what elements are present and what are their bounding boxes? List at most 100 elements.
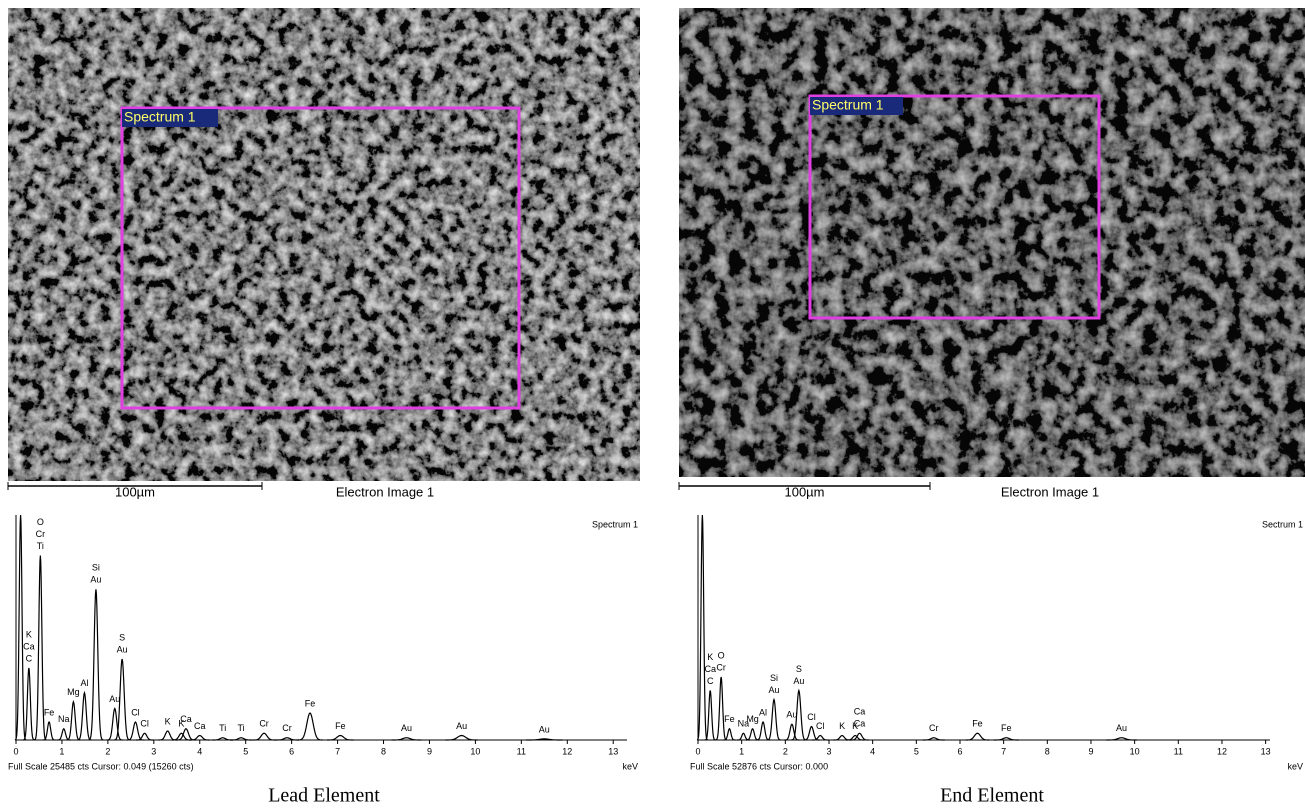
x-tick-label: 11 [1174, 746, 1183, 756]
peak-label: Ti [219, 723, 226, 733]
peak-label: Fe [1001, 723, 1012, 733]
x-tick-label: 0 [695, 746, 700, 756]
peak-label: Au [793, 676, 804, 686]
peak-label: Cr [716, 662, 726, 672]
peak-label: Au [786, 710, 797, 720]
x-tick-label: 13 [1261, 746, 1271, 756]
x-tick-label: 4 [197, 746, 202, 756]
x-tick-label: 8 [1045, 746, 1050, 756]
peak-label: Au [90, 575, 101, 585]
figure: Spectrum 1 100µm Electron Image 1 Spectrum … [0, 0, 1305, 811]
peak-label: Ca [704, 664, 716, 674]
peak-label: Mg [67, 687, 80, 697]
peak-label: O [37, 517, 44, 527]
peak-label: K [165, 716, 171, 726]
spectrum-peak [966, 733, 990, 740]
spectrum-peak [767, 700, 781, 740]
peak-label: Fe [724, 714, 735, 724]
x-tick-label: 13 [608, 746, 618, 756]
peak-label: Al [759, 707, 767, 717]
peak-label: Au [109, 694, 120, 704]
peak-label: K [707, 652, 713, 662]
x-tick-label: 1 [59, 746, 64, 756]
x-tick-label: 4 [870, 746, 875, 756]
peak-label: Cr [259, 719, 269, 729]
x-tick-label: 2 [783, 746, 788, 756]
spectrum-peak [253, 733, 276, 740]
spectrum-peak [746, 729, 759, 740]
spectrum-peak [297, 713, 322, 740]
peak-label: Au [539, 724, 550, 734]
spectrum-peak [327, 736, 354, 741]
peak-label: S [119, 632, 125, 642]
x-tick-label: 8 [381, 746, 386, 756]
peak-label: C [26, 653, 33, 663]
x-tick-label: 10 [470, 746, 480, 756]
spectrum-peak [737, 733, 750, 740]
peak-label: Cl [807, 712, 816, 722]
scale-label: 100µm [784, 484, 824, 499]
peak-label: Cr [36, 529, 46, 539]
spectrum-peak [89, 589, 104, 740]
peak-label: K [26, 629, 32, 639]
peak-label: Au [1116, 723, 1127, 733]
peak-label: Fe [305, 698, 316, 708]
sem-texture [8, 8, 640, 481]
x-tick-label: 6 [289, 746, 294, 756]
x-tick-label: 1 [739, 746, 744, 756]
region-label: Spectrum 1 [124, 109, 196, 125]
peak-label: Au [768, 685, 779, 695]
peak-label: Fe [972, 719, 983, 729]
peak-label: Cl [131, 707, 140, 717]
peak-label: Au [456, 721, 467, 731]
x-tick-label: 0 [13, 746, 18, 756]
peak-label: Ca [854, 719, 866, 729]
x-tick-label: 3 [151, 746, 156, 756]
spectrum-peak [23, 668, 35, 740]
peak-label: S [796, 664, 802, 674]
peak-label: Al [80, 678, 88, 688]
peak-label: Cr [282, 723, 292, 733]
peak-label: Mg [746, 714, 759, 724]
spectrum-peak [190, 736, 210, 741]
spectrum-peak [77, 693, 91, 740]
peak-label: Cl [140, 719, 149, 729]
spectrum-title: Sectrum 1 [1262, 519, 1303, 529]
x-tick-label: 12 [1217, 746, 1227, 756]
x-tick-label: 9 [1088, 746, 1093, 756]
x-tick-label: 11 [517, 746, 526, 756]
peak-label: Si [770, 673, 778, 683]
spectrum-peak [697, 515, 708, 740]
peak-label: Ti [37, 541, 44, 551]
panel-caption: End Element [940, 785, 1044, 807]
peak-label: Ca [854, 707, 866, 717]
image-label: Electron Image 1 [1001, 484, 1099, 499]
x-tick-label: 7 [335, 746, 340, 756]
x-tick-label: 3 [826, 746, 831, 756]
spectrum-peak [107, 709, 123, 740]
x-tick-label: 7 [1001, 746, 1006, 756]
spectrum-peak [15, 515, 26, 740]
peak-label: O [718, 650, 725, 660]
spectrum-peak [756, 722, 770, 740]
spectrum-peak [57, 729, 70, 740]
peak-label: Cr [929, 723, 939, 733]
spectrum-peak [784, 724, 799, 740]
peak-label: Si [92, 563, 100, 573]
peak-label: Au [401, 723, 412, 733]
peak-label: Ca [180, 714, 192, 724]
spectrum-peak [715, 677, 727, 740]
peak-label: Fe [335, 721, 346, 731]
spectrum-peak [833, 736, 850, 741]
peak-label: Cl [816, 721, 825, 731]
x-tick-label: 5 [243, 746, 248, 756]
sem-texture [679, 8, 1305, 477]
spectrum-title: Spectrum 1 [592, 519, 638, 529]
peak-label: Ca [23, 641, 35, 651]
x-tick-label: 6 [957, 746, 962, 756]
image-label: Electron Image 1 [336, 484, 434, 499]
region-label: Spectrum 1 [812, 97, 884, 113]
x-tick-label: 5 [914, 746, 919, 756]
peak-label: Ca [194, 721, 206, 731]
x-tick-label: 9 [427, 746, 432, 756]
